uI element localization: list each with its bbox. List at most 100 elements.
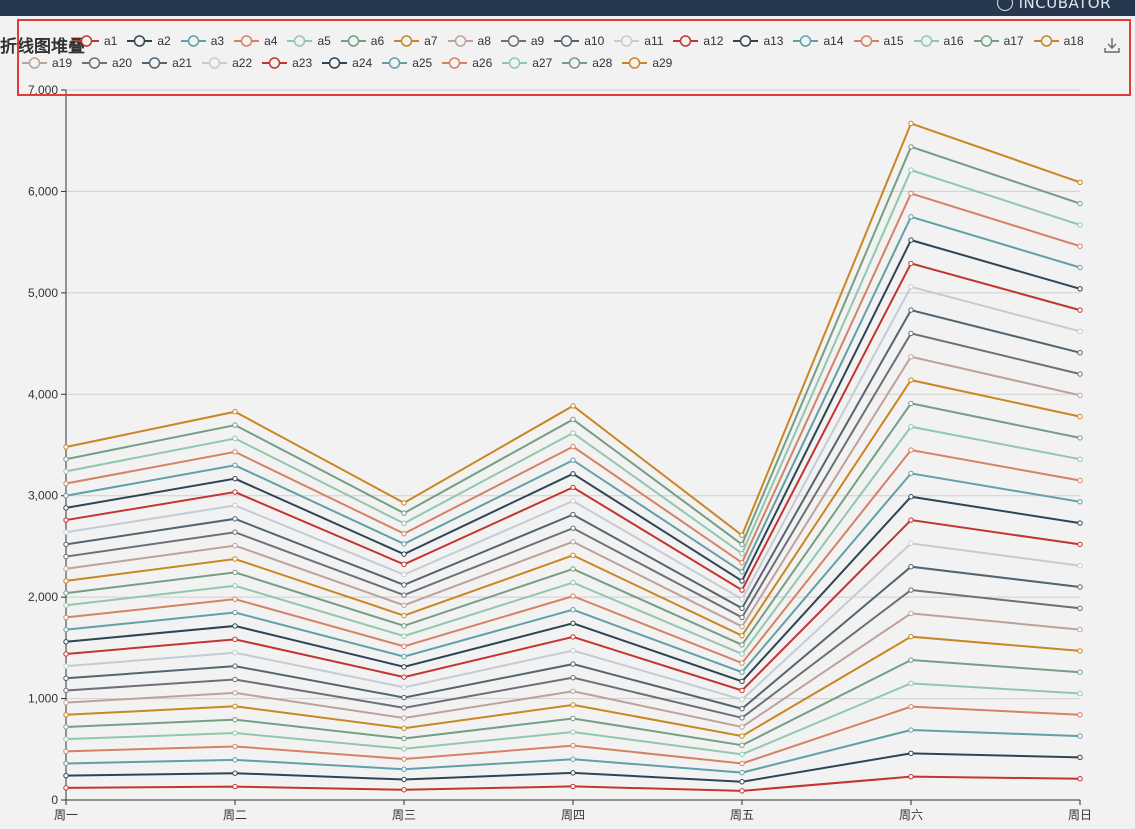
data-point-a18[interactable]	[570, 552, 576, 559]
data-point-a18[interactable]	[232, 556, 238, 562]
data-point-a2[interactable]	[63, 772, 69, 779]
data-point-a19[interactable]	[908, 354, 914, 360]
data-point-a27[interactable]	[908, 167, 914, 173]
legend-item-a10[interactable]: a10	[554, 34, 604, 48]
data-point-a9[interactable]	[232, 676, 238, 683]
data-point-a24[interactable]	[739, 578, 745, 584]
data-point-a20[interactable]	[570, 525, 576, 531]
data-point-a11[interactable]	[908, 540, 914, 547]
data-point-a13[interactable]	[401, 664, 407, 670]
data-point-a17[interactable]	[1077, 435, 1083, 441]
series-line-a19[interactable]	[65, 355, 1081, 628]
data-point-a14[interactable]	[232, 609, 238, 616]
data-point-a7[interactable]	[63, 712, 69, 718]
data-point-a10[interactable]	[908, 564, 914, 570]
data-point-a20[interactable]	[63, 553, 69, 560]
legend-item-a1[interactable]: a1	[74, 34, 117, 48]
data-point-a9[interactable]	[739, 715, 745, 721]
data-point-a23[interactable]	[570, 484, 576, 491]
data-point-a8[interactable]	[401, 715, 407, 721]
data-point-a9[interactable]	[1077, 605, 1083, 611]
data-point-a9[interactable]	[908, 587, 914, 593]
data-point-a16[interactable]	[908, 424, 914, 430]
series-line-a4[interactable]	[65, 705, 1081, 765]
data-point-a24[interactable]	[1077, 286, 1083, 292]
data-point-a29[interactable]	[739, 532, 745, 538]
data-point-a6[interactable]	[908, 657, 914, 663]
data-point-a5[interactable]	[1077, 690, 1083, 697]
data-point-a6[interactable]	[739, 742, 745, 748]
data-point-a24[interactable]	[570, 471, 576, 477]
data-point-a2[interactable]	[739, 779, 745, 785]
data-point-a21[interactable]	[401, 582, 407, 588]
data-point-a12[interactable]	[1077, 541, 1083, 548]
data-point-a20[interactable]	[232, 529, 238, 535]
data-point-a17[interactable]	[739, 642, 745, 648]
data-point-a24[interactable]	[401, 551, 407, 557]
legend-item-a16[interactable]: a16	[913, 34, 964, 48]
legend-item-a18[interactable]: a18	[1033, 34, 1084, 48]
data-point-a12[interactable]	[908, 517, 914, 523]
data-point-a5[interactable]	[232, 730, 238, 736]
data-point-a19[interactable]	[1077, 392, 1083, 398]
legend-item-a26[interactable]: a26	[442, 56, 492, 70]
legend-item-a6[interactable]: a6	[340, 34, 384, 48]
data-point-a2[interactable]	[908, 750, 914, 757]
data-point-a1[interactable]	[232, 783, 238, 790]
data-point-a8[interactable]	[232, 690, 238, 696]
data-point-a27[interactable]	[570, 430, 576, 436]
data-point-a5[interactable]	[739, 751, 745, 758]
data-point-a15[interactable]	[908, 447, 914, 453]
data-point-a27[interactable]	[401, 520, 407, 527]
data-point-a25[interactable]	[739, 569, 745, 575]
data-point-a15[interactable]	[63, 614, 69, 621]
data-point-a6[interactable]	[1077, 669, 1083, 675]
data-point-a17[interactable]	[63, 590, 69, 596]
data-point-a26[interactable]	[570, 443, 576, 450]
data-point-a22[interactable]	[739, 596, 745, 602]
data-point-a19[interactable]	[63, 566, 69, 572]
data-point-a17[interactable]	[232, 569, 238, 576]
data-point-a29[interactable]	[232, 409, 238, 415]
data-point-a4[interactable]	[908, 703, 914, 710]
data-point-a27[interactable]	[739, 550, 745, 557]
brand[interactable]: INCUBATOR	[996, 0, 1111, 13]
data-point-a17[interactable]	[908, 400, 914, 407]
data-point-a12[interactable]	[232, 636, 238, 643]
data-point-a25[interactable]	[1077, 264, 1083, 271]
data-point-a4[interactable]	[401, 756, 407, 762]
data-point-a6[interactable]	[570, 715, 576, 722]
data-point-a14[interactable]	[908, 470, 914, 477]
data-point-a23[interactable]	[739, 587, 745, 593]
data-point-a28[interactable]	[739, 541, 745, 548]
legend-item-a9[interactable]: a9	[500, 34, 544, 48]
legend-item-a20[interactable]: a20	[82, 56, 132, 70]
data-point-a8[interactable]	[739, 724, 745, 730]
data-point-a26[interactable]	[739, 559, 745, 566]
data-point-a2[interactable]	[570, 770, 576, 776]
legend-item-a13[interactable]: a13	[733, 34, 783, 48]
data-point-a24[interactable]	[908, 237, 914, 243]
data-point-a29[interactable]	[63, 444, 69, 450]
data-point-a8[interactable]	[908, 610, 914, 617]
data-point-a13[interactable]	[1077, 520, 1083, 526]
data-point-a8[interactable]	[63, 699, 69, 706]
data-point-a3[interactable]	[739, 769, 745, 776]
legend-item-a23[interactable]: a23	[262, 56, 312, 70]
data-point-a7[interactable]	[1077, 648, 1083, 654]
data-point-a20[interactable]	[1077, 371, 1083, 377]
data-point-a3[interactable]	[570, 756, 576, 762]
data-point-a5[interactable]	[570, 729, 576, 735]
data-point-a21[interactable]	[1077, 350, 1083, 356]
data-point-a5[interactable]	[908, 680, 914, 687]
data-point-a7[interactable]	[401, 725, 407, 731]
data-point-a27[interactable]	[232, 435, 238, 442]
legend-item-a19[interactable]: a19	[22, 56, 72, 70]
data-point-a4[interactable]	[1077, 712, 1083, 718]
data-point-a22[interactable]	[1077, 328, 1083, 335]
legend-item-a8[interactable]: a8	[447, 34, 491, 48]
data-point-a26[interactable]	[1077, 243, 1083, 249]
data-point-a28[interactable]	[1077, 200, 1083, 207]
data-point-a11[interactable]	[570, 647, 576, 654]
data-point-a10[interactable]	[63, 675, 69, 681]
